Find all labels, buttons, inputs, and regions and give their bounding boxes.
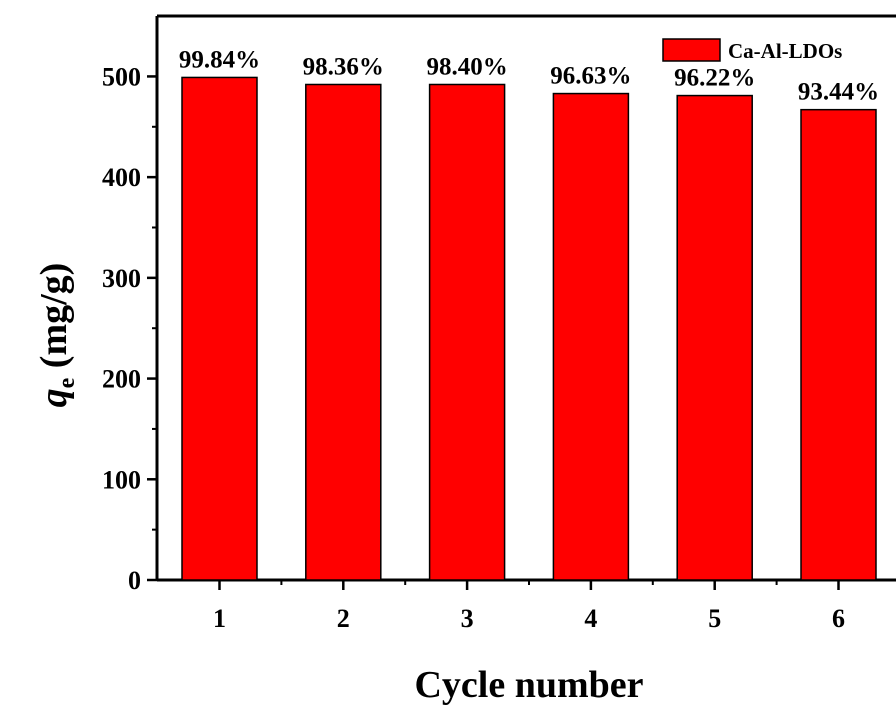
- legend: Ca-Al-LDOs: [662, 38, 842, 63]
- y-tick-label: 400: [102, 163, 141, 192]
- y-axis-unit: (mg/g): [33, 263, 75, 378]
- y-tick-label: 0: [128, 566, 141, 595]
- bars: [181, 76, 877, 581]
- data-label: 99.84%: [179, 46, 260, 73]
- y-tick-label: 300: [102, 264, 141, 293]
- data-label: 96.22%: [674, 65, 755, 92]
- y-tick-label: 100: [102, 465, 141, 494]
- x-ticks: 1 2 3 4 5 6: [213, 580, 845, 633]
- data-labels: 99.84% 98.36% 98.40% 96.63% 96.22% 93.44%: [179, 46, 879, 105]
- data-label: 96.63%: [550, 63, 631, 90]
- bar-cycle-2: [305, 83, 382, 581]
- y-tick-label: 200: [102, 365, 141, 394]
- x-tick-label: 1: [213, 604, 226, 633]
- legend-label: Ca-Al-LDOs: [728, 39, 842, 63]
- legend-swatch: [662, 38, 721, 62]
- x-tick-label: 4: [584, 604, 597, 633]
- x-tick-label: 6: [832, 604, 845, 633]
- data-label: 93.44%: [798, 79, 879, 106]
- y-axis-title: qe (mg/g): [33, 263, 80, 408]
- bar-cycle-3: [428, 83, 506, 581]
- bar-cycle-5: [676, 94, 753, 581]
- data-label: 98.36%: [303, 53, 384, 80]
- bar-cycle-1: [181, 76, 258, 581]
- x-tick-label: 2: [337, 604, 350, 633]
- y-axis-subscript: e: [54, 377, 80, 388]
- bar-cycle-6: [800, 108, 877, 581]
- data-label: 98.40%: [426, 53, 507, 80]
- y-ticks: 0 100 200 300 400 500: [102, 62, 157, 595]
- x-tick-label: 5: [708, 604, 721, 633]
- x-axis-title: Cycle number: [414, 664, 643, 706]
- bar-cycle-4: [552, 92, 630, 581]
- y-tick-label: 500: [102, 62, 141, 91]
- plot-frame: [155, 14, 896, 582]
- y-axis-symbol: q: [33, 388, 75, 407]
- x-tick-label: 3: [461, 604, 474, 633]
